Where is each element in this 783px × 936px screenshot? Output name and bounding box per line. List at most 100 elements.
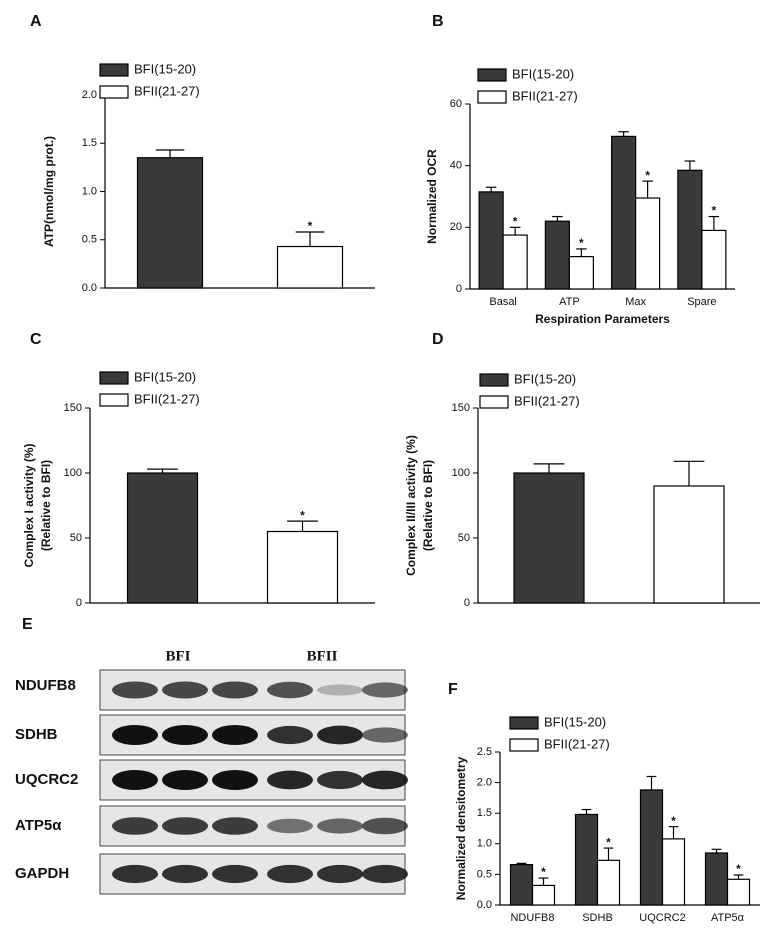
x-tick-label: NDUFB8 [510,912,554,924]
significance-star: * [308,219,313,233]
legend-label: BFI(15-20) [134,61,196,76]
bar [509,864,534,906]
y-tick-label: 0 [76,597,82,609]
legend-swatch [99,371,129,385]
blot-band [317,684,363,696]
x-tick-label: SDHB [582,912,613,924]
legend-label: BFII(21-27) [514,393,580,408]
legend-swatch [99,63,129,77]
blot-band [267,725,313,745]
bar [266,530,339,604]
blot-band [317,818,363,834]
significance-star: * [579,236,584,250]
bar [661,838,686,906]
blot-row-label: NDUFB8 [15,677,76,694]
y-tick-label: 1.5 [82,137,97,149]
panel-letter: D [432,331,444,348]
x-tick-label: ATP [559,296,580,308]
significance-star: * [671,814,676,828]
blot-band [112,770,158,790]
y-axis-label: Normalized OCR [425,149,439,244]
group-label: BFII [307,648,338,664]
y-tick-label: 50 [458,532,470,544]
legend-swatch [479,373,509,387]
blot-row-label: SDHB [15,726,58,743]
legend-swatch [477,90,507,104]
blot-band [162,817,208,835]
panel-letter: C [30,331,42,348]
bar [611,135,637,290]
blot-band [212,864,258,884]
blot-band [362,727,408,743]
legend-swatch [509,716,539,730]
x-tick-label: Spare [687,296,716,308]
bar [544,220,570,290]
significance-star: * [606,835,611,849]
bar [639,789,664,906]
bar [704,852,729,906]
blot-band [362,682,408,698]
blot-band [212,681,258,699]
blot-row-label: UQCRC2 [15,771,78,788]
blot-row-label: GAPDH [15,865,69,882]
panel-letter: A [30,13,42,30]
bar [677,169,703,290]
significance-star: * [300,508,305,522]
y-tick-label: 2.5 [477,746,492,758]
y-axis-label: Complex II/III activity (%) [404,435,418,576]
y-axis-label: ATP(nmol/mg prot.) [42,136,56,247]
legend-label: BFII(21-27) [134,83,200,98]
bar [136,157,204,289]
legend-label: BFII(21-27) [134,391,200,406]
legend-swatch [99,85,129,99]
significance-star: * [513,215,518,229]
y-tick-label: 2.0 [477,777,492,789]
y-tick-label: 2.0 [82,89,97,101]
panel-letter: B [432,13,444,30]
blot-band [212,725,258,745]
blot-band [362,864,408,884]
blot-row-label: ATP5α [15,817,62,834]
blot-band [162,725,208,745]
blot-band [212,770,258,790]
bar [635,197,661,290]
blot-band [162,681,208,699]
blot-band [212,817,258,835]
bar [568,256,594,290]
y-tick-label: 20 [450,221,462,233]
x-tick-label: ATP5α [711,912,745,924]
blot-band [112,864,158,884]
y-tick-label: 60 [450,98,462,110]
y-tick-label: 1.0 [82,185,97,197]
legend-label: BFII(21-27) [544,736,610,751]
y-tick-label: 50 [70,532,82,544]
blot-band [267,864,313,884]
legend-label: BFI(15-20) [134,369,196,384]
bar [478,191,504,290]
y-tick-label: 0.5 [477,868,492,880]
group-label: BFI [165,648,190,664]
y-tick-label: 0.0 [82,282,97,294]
legend-swatch [509,738,539,752]
blot-band [112,681,158,699]
x-tick-label: Max [625,296,646,308]
y-tick-label: 40 [450,160,462,172]
y-axis-label: (Relative to BFI) [421,460,435,551]
bar [653,485,725,604]
bar [596,859,621,906]
y-axis-label: Normalized densitometry [454,756,468,900]
legend-swatch [477,68,507,82]
legend-label: BFI(15-20) [512,66,574,81]
significance-star: * [712,204,717,218]
blot-band [362,770,408,790]
x-tick-label: UQCRC2 [639,912,685,924]
y-tick-label: 0.0 [477,899,492,911]
bar [531,884,556,906]
blot-band [162,770,208,790]
legend-swatch [99,393,129,407]
blot-band [317,725,363,745]
x-axis-label: Respiration Parameters [535,312,670,326]
significance-star: * [736,862,741,876]
blot-band [317,864,363,884]
